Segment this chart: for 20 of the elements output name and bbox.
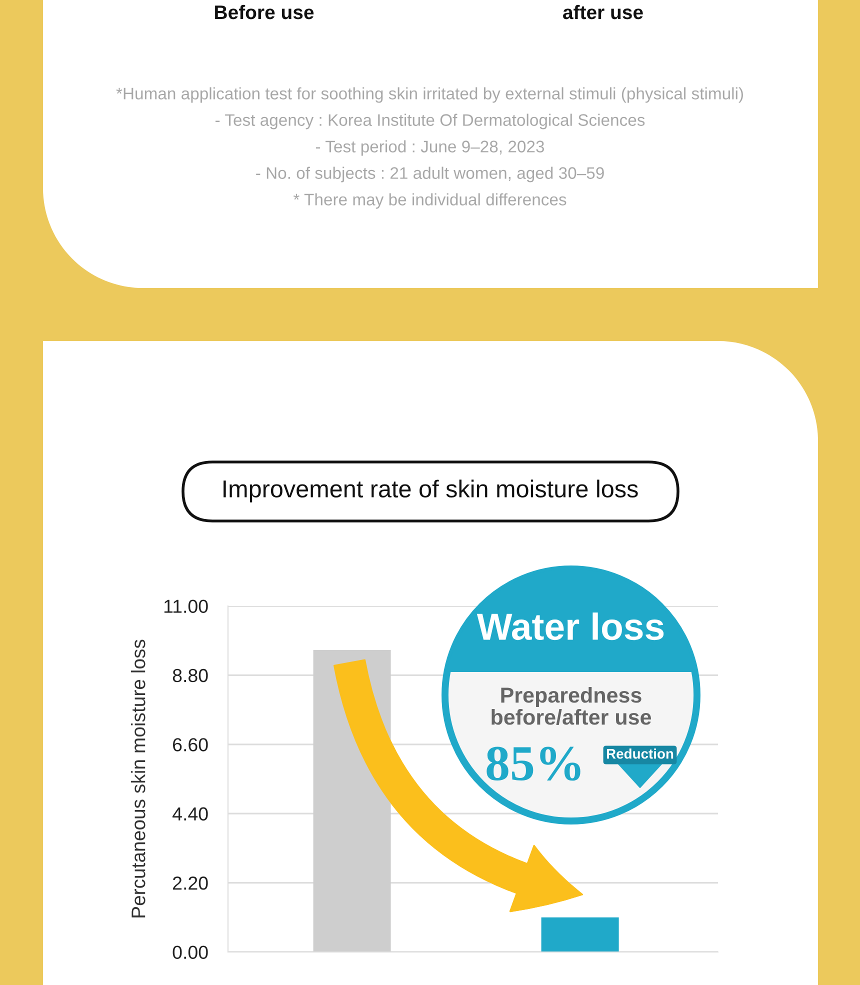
y-tick-label: 4.40 — [172, 807, 208, 821]
annotation: Water loss — [476, 612, 664, 640]
y-tick-label: 11.00 — [164, 600, 208, 613]
annotation: before/after use — [492, 708, 652, 725]
text: - Test agency : Korea Institute Of Dermatological Sciences — [216, 114, 645, 130]
y-tick-label: 6.60 — [173, 738, 208, 752]
annotation: Preparedness — [501, 686, 642, 708]
y-axis-title: Percutaneous skin moisture loss — [131, 640, 146, 918]
y-tick-label: 2.20 — [173, 876, 208, 890]
text: after use — [563, 4, 643, 20]
text: - Test period : June 9–28, 2023 — [316, 140, 544, 156]
y-tick-label: 0.00 — [172, 946, 208, 959]
annotation: 85% — [486, 746, 580, 781]
text: * There may be individual differences — [293, 193, 566, 209]
text: - No. of subjects : 21 adult women, aged 30–59 — [256, 166, 604, 182]
annotation: Reduction — [606, 748, 674, 759]
text: *Human application test for soothing skin irritated by external stimuli (physical stimuli) — [116, 87, 743, 103]
text: Before use — [215, 4, 314, 20]
chart-title: Improvement rate of skin moisture loss — [224, 480, 638, 502]
y-tick-label: 8.80 — [172, 668, 208, 682]
